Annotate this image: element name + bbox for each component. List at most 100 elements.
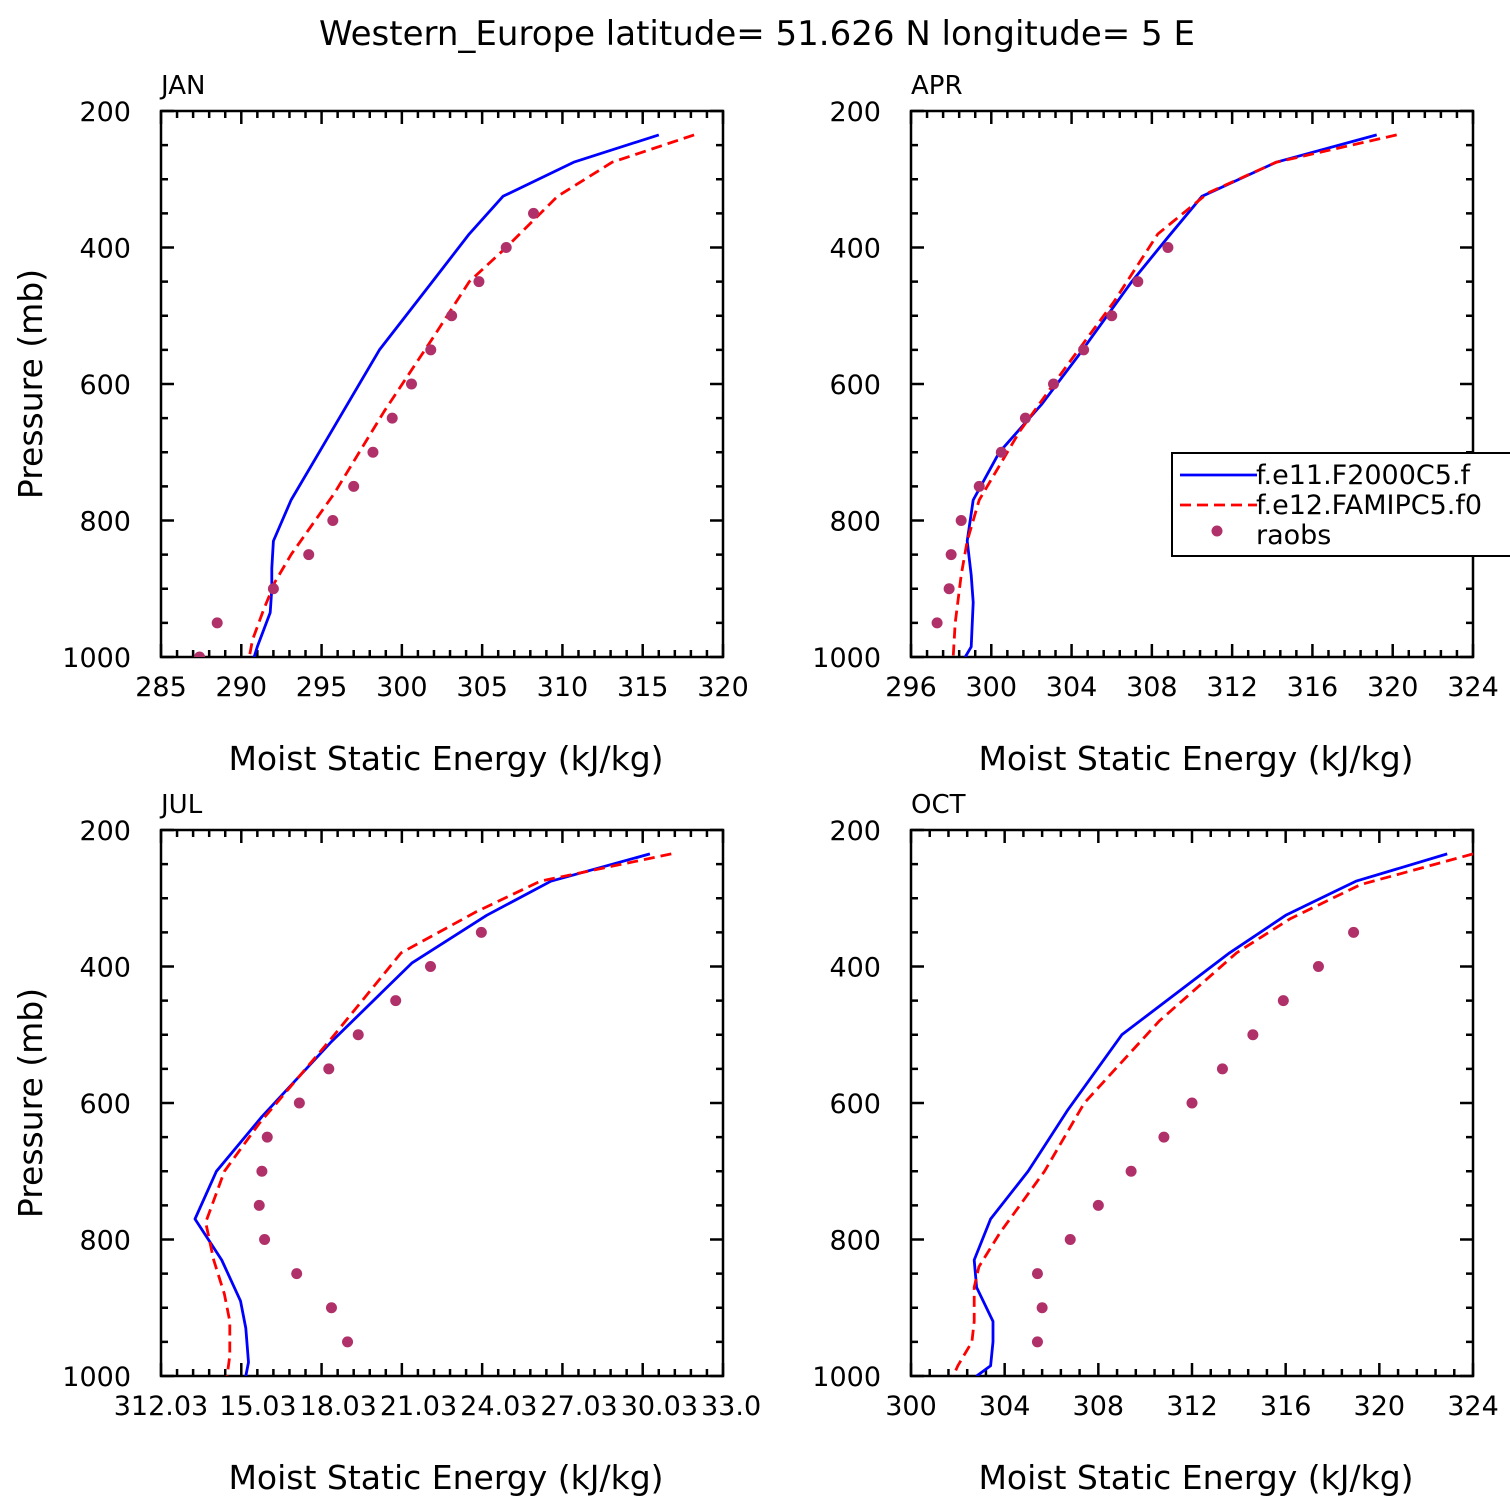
raobs-point <box>1064 1234 1076 1245</box>
x-tick-label: 324 <box>1447 672 1499 703</box>
x-tick-label: 290 <box>216 672 268 703</box>
raobs-point <box>973 480 985 492</box>
legend-swatch-dot <box>1211 525 1223 537</box>
raobs-point <box>390 995 402 1007</box>
raobs-point <box>261 1131 273 1143</box>
x-tick-label: 312.03 <box>114 1391 208 1422</box>
raobs-point <box>323 1063 335 1075</box>
x-tick-label: 304 <box>1046 672 1098 703</box>
y-tick-label: 600 <box>79 1089 131 1120</box>
panel-jan: JAN 285 290 295 300 305 310 315 320 200 400 600 800 1… <box>11 71 749 778</box>
x-tick-label: 300 <box>885 1391 937 1422</box>
raobs-point <box>293 1097 305 1109</box>
raobs-point <box>194 651 206 657</box>
x-tick-label: 300 <box>376 672 428 703</box>
x-tick-label: 324 <box>1447 1391 1499 1422</box>
series-line-famipc5 <box>951 852 1473 1376</box>
x-tick-label: 316 <box>1287 672 1339 703</box>
series-group <box>931 133 1398 657</box>
series-group <box>951 852 1473 1376</box>
raobs-point <box>325 1302 337 1314</box>
x-tick-label: 310 <box>537 672 589 703</box>
panel-title: JAN <box>159 71 205 101</box>
raobs-point <box>1132 276 1144 288</box>
raobs-point <box>352 1029 364 1041</box>
y-tick-label: 200 <box>79 97 131 128</box>
x-tick-label: 305 <box>456 672 508 703</box>
x-tick-label: 320 <box>697 672 749 703</box>
raobs-point <box>253 1199 265 1211</box>
y-tick-label: 800 <box>829 507 881 538</box>
raobs-point <box>386 412 398 424</box>
x-tick-label: 320 <box>1354 1391 1406 1422</box>
y-tick-label: 200 <box>829 97 881 128</box>
raobs-point <box>1019 412 1031 424</box>
raobs-point <box>1158 1131 1170 1143</box>
legend-entry-label: f.e11.F2000C5.f <box>1256 460 1472 491</box>
raobs-point <box>1078 344 1090 356</box>
x-tick-label: 316 <box>1260 1391 1312 1422</box>
x-axis-title: Moist Static Energy (kJ/kg) <box>978 1458 1413 1497</box>
y-tick-label: 600 <box>79 370 131 401</box>
series-line-famipc5 <box>247 133 695 657</box>
raobs-point <box>348 480 360 492</box>
raobs-point <box>943 583 955 595</box>
x-tick-label: 320 <box>1367 672 1419 703</box>
x-tick-label: 296 <box>885 672 937 703</box>
raobs-point <box>475 926 487 938</box>
raobs-point <box>1031 1268 1043 1280</box>
raobs-point <box>1162 242 1174 253</box>
series-line-famipc5 <box>951 133 1398 657</box>
raobs-point <box>1036 1302 1048 1314</box>
x-tick-label: 308 <box>1126 672 1178 703</box>
y-tick-label: 200 <box>79 816 131 847</box>
raobs-point <box>342 1336 354 1348</box>
raobs-point <box>291 1268 303 1280</box>
x-tick-label: 24.03 <box>460 1391 537 1422</box>
y-tick-label: 400 <box>79 953 131 984</box>
raobs-point <box>1031 1336 1043 1348</box>
raobs-point <box>1092 1199 1104 1211</box>
series-line-famipc5 <box>204 852 672 1376</box>
panels: JAN 285 290 295 300 305 310 315 320 200 400 600 800 1… <box>11 71 1510 1497</box>
raobs-point <box>1312 961 1324 972</box>
x-tick-label: 304 <box>979 1391 1031 1422</box>
x-tick-label: 18.03 <box>300 1391 377 1422</box>
y-axis-title: Pressure (mb) <box>11 988 50 1218</box>
x-axis-title: Moist Static Energy (kJ/kg) <box>228 1458 663 1497</box>
raobs-point <box>500 242 512 253</box>
figure-title: Western_Europe latitude= 51.626 N longit… <box>319 14 1195 54</box>
raobs-point <box>424 961 436 972</box>
raobs-point <box>327 515 339 526</box>
y-tick-label: 1000 <box>62 643 131 674</box>
panel-apr: APR 296 300 304 308 312 316 320 324 200 400 600 800 1… <box>812 71 1510 778</box>
raobs-point <box>1216 1063 1228 1075</box>
x-tick-label: 300 <box>966 672 1018 703</box>
raobs-point <box>1125 1165 1137 1177</box>
y-tick-label: 1000 <box>62 1362 131 1393</box>
x-tick-label: 285 <box>135 672 187 703</box>
y-tick-label: 800 <box>829 1226 881 1257</box>
x-tick-label: 15.03 <box>219 1391 296 1422</box>
raobs-point <box>1247 1029 1259 1041</box>
x-tick-label: 21.03 <box>380 1391 457 1422</box>
y-axis-title: Pressure (mb) <box>11 269 50 499</box>
x-tick-label: 308 <box>1073 1391 1125 1422</box>
x-axis-title: Moist Static Energy (kJ/kg) <box>978 739 1413 778</box>
legend-entry-label: f.e12.FAMIPC5.f0 <box>1256 490 1482 521</box>
raobs-point <box>955 515 967 526</box>
x-tick-label: 315 <box>617 672 669 703</box>
raobs-point <box>473 276 485 288</box>
y-tick-label: 200 <box>829 816 881 847</box>
x-tick-label: 33.0 <box>701 1391 761 1422</box>
y-tick-label: 800 <box>79 507 131 538</box>
y-tick-label: 1000 <box>812 1362 881 1393</box>
raobs-point <box>1106 310 1118 322</box>
raobs-point <box>1048 378 1060 390</box>
x-axis-title: Moist Static Energy (kJ/kg) <box>228 739 663 778</box>
y-tick-label: 400 <box>79 234 131 265</box>
raobs-point <box>425 344 437 356</box>
y-tick-label: 400 <box>829 953 881 984</box>
x-tick-label: 312 <box>1166 1391 1218 1422</box>
